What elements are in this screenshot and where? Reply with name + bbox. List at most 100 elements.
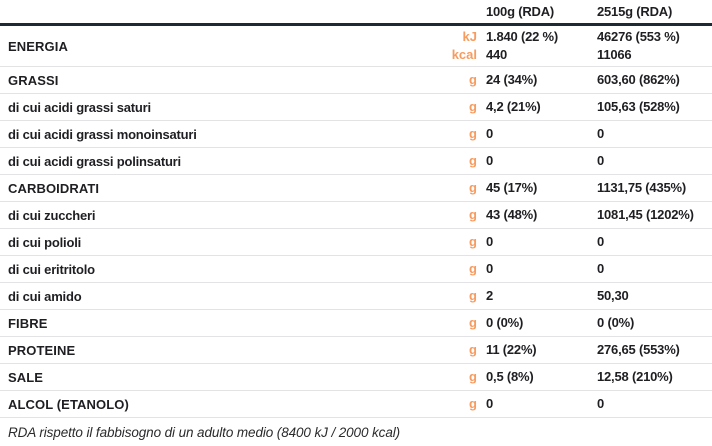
row-value-100g-line: 24 (34%) [486,72,538,87]
row-value-2515g: 0 [597,233,712,251]
row-label: CARBOIDRATI [8,180,100,196]
row-value-2515g-line: 603,60 (862%) [597,72,680,87]
row-value-100g: 1.840 (22 %) 440 [486,28,597,64]
row-unit: g [446,71,486,89]
table-row: di cui eritritolo g 0 0 [0,256,712,283]
row-value-2515g: 603,60 (862%) [597,71,712,89]
row-value-100g: 0 [486,125,597,143]
row-unit: g [446,98,486,116]
row-unit: g [446,152,486,170]
row-label: di cui acidi grassi saturi [8,99,151,115]
rda-footer-note: RDA rispetto il fabbisogno di un adulto … [8,424,401,440]
row-value-100g-line: 43 (48%) [486,207,538,222]
row-value-100g-line: 440 [486,47,508,62]
row-unit: g [446,206,486,224]
row-unit-line: g [469,207,477,222]
row-label: di cui acidi grassi polinsaturi [8,153,181,169]
row-value-2515g-line: 46276 (553 %) [597,29,680,44]
row-label: FIBRE [8,315,48,331]
row-value-2515g: 0 (0%) [597,314,712,332]
row-unit: g [446,179,486,197]
row-value-2515g: 105,63 (528%) [597,98,712,116]
row-unit-line: g [469,180,477,195]
row-label: PROTEINE [8,342,76,358]
row-value-2515g-line: 11066 [597,47,632,62]
row-value-2515g-line: 1081,45 (1202%) [597,207,694,222]
row-label: di cui acidi grassi monoinsaturi [8,126,197,142]
row-value-2515g-line: 0 [597,126,605,141]
row-unit-line: g [469,261,477,276]
row-unit-line: g [469,153,477,168]
table-row: di cui acidi grassi polinsaturi g 0 0 [0,148,712,175]
row-value-2515g-line: 0 [597,153,605,168]
table-row: di cui acidi grassi saturi g 4,2 (21%) 105,… [0,94,712,121]
row-value-2515g: 276,65 (553%) [597,341,712,359]
row-value-100g: 0 [486,260,597,278]
row-unit: g [446,125,486,143]
row-value-2515g: 46276 (553 %) 11066 [597,28,712,64]
table-header-row: 100g (RDA) 2515g (RDA) [0,0,712,26]
row-value-2515g: 0 [597,125,712,143]
row-value-2515g-line: 0 [597,234,605,249]
row-value-100g-line: 0 [486,396,494,411]
row-value-2515g: 0 [597,260,712,278]
row-value-100g: 4,2 (21%) [486,98,597,116]
row-unit-line: g [469,99,477,114]
row-unit-line: g [469,72,477,87]
row-value-2515g-line: 0 [597,261,605,276]
row-value-100g-line: 2 [486,288,494,303]
row-value-2515g: 0 [597,395,712,413]
row-unit-line: g [469,288,477,303]
table-row: GRASSI g 24 (34%) 603,60 (862%) [0,67,712,94]
column-header-100g: 100g (RDA) [486,4,555,19]
row-value-2515g: 0 [597,152,712,170]
row-unit: kJ kcal [446,28,486,64]
row-unit-line: g [469,126,477,141]
row-value-100g: 0 [486,152,597,170]
row-value-2515g-line: 276,65 (553%) [597,342,680,357]
row-value-100g: 43 (48%) [486,206,597,224]
row-label: di cui eritritolo [8,261,95,277]
row-unit: g [446,287,486,305]
row-value-100g-line: 0 [486,153,494,168]
table-row: di cui amido g 2 50,30 [0,283,712,310]
row-value-100g: 11 (22%) [486,341,597,359]
table-row: di cui acidi grassi monoinsaturi g 0 0 [0,121,712,148]
row-value-100g: 45 (17%) [486,179,597,197]
row-value-100g: 0 [486,395,597,413]
row-unit: g [446,368,486,386]
row-value-100g-line: 1.840 (22 %) [486,29,559,44]
row-unit-line: kcal [451,47,477,62]
row-value-2515g: 12,58 (210%) [597,368,712,386]
row-value-100g: 2 [486,287,597,305]
table-row: CARBOIDRATI g 45 (17%) 1131,75 (435%) [0,175,712,202]
row-value-100g-line: 11 (22%) [486,342,537,357]
row-label: ENERGIA [8,38,68,54]
row-label: di cui zuccheri [8,207,96,223]
row-value-100g: 0 [486,233,597,251]
row-value-100g-line: 0 [486,234,494,249]
table-row: di cui zuccheri g 43 (48%) 1081,45 (1202%) [0,202,712,229]
table-row: ENERGIA kJ kcal 1.840 (22 %) 440 46276 (553 %… [0,26,712,67]
row-value-100g: 24 (34%) [486,71,597,89]
row-value-2515g-line: 105,63 (528%) [597,99,680,114]
row-label: GRASSI [8,72,59,88]
table-row: ALCOL (ETANOLO) g 0 0 [0,391,712,418]
row-value-100g-line: 4,2 (21%) [486,99,541,114]
row-value-2515g: 50,30 [597,287,712,305]
row-value-2515g: 1131,75 (435%) [597,179,712,197]
row-label: ALCOL (ETANOLO) [8,396,129,412]
row-unit: g [446,314,486,332]
row-unit-line: g [469,396,477,411]
row-unit: g [446,233,486,251]
row-label: di cui amido [8,288,82,304]
table-body: ENERGIA kJ kcal 1.840 (22 %) 440 46276 (553 %… [0,26,712,418]
table-row: FIBRE g 0 (0%) 0 (0%) [0,310,712,337]
row-unit-line: g [469,315,477,330]
row-value-2515g-line: 12,58 (210%) [597,369,673,384]
column-header-2515g: 2515g (RDA) [597,4,673,19]
row-unit-line: kJ [462,29,477,44]
row-unit: g [446,260,486,278]
row-unit-line: g [469,369,477,384]
